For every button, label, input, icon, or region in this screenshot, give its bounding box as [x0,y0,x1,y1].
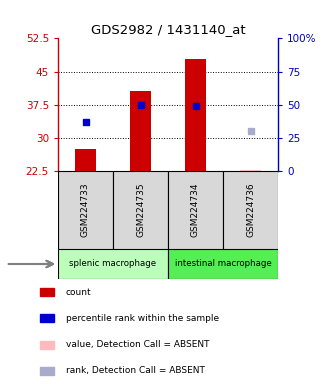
Bar [58,249,168,279]
Text: count: count [66,288,92,296]
Bar [223,171,278,249]
Bar [113,171,168,249]
Text: GSM224733: GSM224733 [81,183,90,237]
Text: splenic macrophage: splenic macrophage [69,260,156,268]
Bar [75,149,96,171]
Text: GSM224734: GSM224734 [191,183,200,237]
Bar [168,171,223,249]
Bar [40,341,54,349]
Bar [168,249,278,279]
Bar [40,314,54,323]
Title: GDS2982 / 1431140_at: GDS2982 / 1431140_at [91,23,245,36]
Text: value, Detection Call = ABSENT: value, Detection Call = ABSENT [66,340,210,349]
Bar [185,59,206,171]
Text: intestinal macrophage: intestinal macrophage [175,260,271,268]
Bar [40,288,54,296]
Text: percentile rank within the sample: percentile rank within the sample [66,314,219,323]
Bar [130,91,151,171]
Bar [40,367,54,375]
Text: GSM224735: GSM224735 [136,183,145,237]
Text: GSM224736: GSM224736 [246,183,255,237]
Bar [58,171,113,249]
Text: rank, Detection Call = ABSENT: rank, Detection Call = ABSENT [66,366,205,376]
Bar [240,170,261,171]
